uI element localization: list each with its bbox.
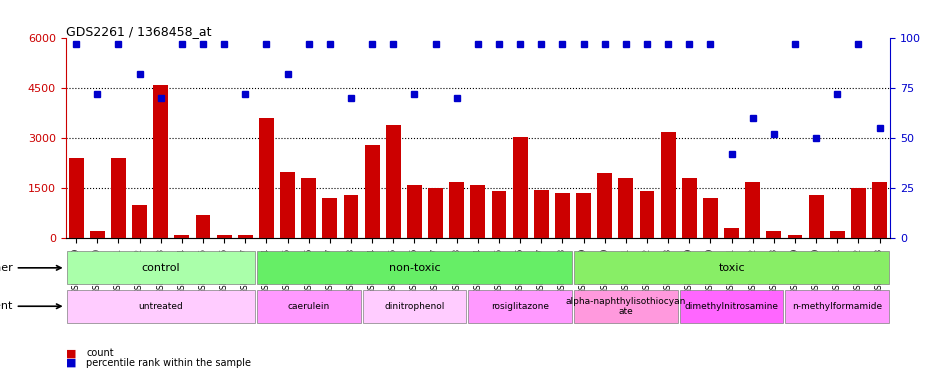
Bar — [576, 193, 591, 238]
Text: percentile rank within the sample: percentile rank within the sample — [86, 358, 251, 368]
Bar — [111, 158, 125, 238]
Bar — [787, 235, 801, 238]
Bar — [68, 158, 83, 238]
Text: toxic: toxic — [718, 263, 744, 273]
Bar — [808, 195, 823, 238]
Bar — [362, 290, 466, 323]
Bar — [90, 232, 105, 238]
Bar — [196, 215, 211, 238]
Text: other: other — [0, 263, 61, 273]
Bar — [344, 195, 358, 238]
Bar — [639, 192, 653, 238]
Bar — [784, 290, 888, 323]
Bar — [574, 290, 677, 323]
Text: non-toxic: non-toxic — [388, 263, 440, 273]
Bar — [66, 252, 255, 284]
Bar — [871, 182, 886, 238]
Text: alpha-naphthylisothiocyan
ate: alpha-naphthylisothiocyan ate — [565, 296, 685, 316]
Text: dimethylnitrosamine: dimethylnitrosamine — [684, 302, 778, 311]
Bar — [238, 235, 253, 238]
Bar — [386, 125, 401, 238]
Bar — [322, 198, 337, 238]
Bar — [280, 172, 295, 238]
Text: ■: ■ — [66, 358, 76, 368]
Bar — [534, 190, 548, 238]
Text: ■: ■ — [66, 348, 76, 358]
Bar — [132, 205, 147, 238]
Bar — [702, 198, 717, 238]
Bar — [679, 290, 782, 323]
Text: untreated: untreated — [139, 302, 183, 311]
Bar — [174, 235, 189, 238]
Bar — [66, 290, 255, 323]
Bar — [554, 193, 569, 238]
Text: dinitrophenol: dinitrophenol — [384, 302, 445, 311]
Bar — [301, 178, 315, 238]
Bar — [428, 188, 443, 238]
Bar — [574, 252, 888, 284]
Bar — [449, 182, 463, 238]
Bar — [681, 178, 696, 238]
Text: count: count — [86, 348, 113, 358]
Text: n-methylformamide: n-methylformamide — [791, 302, 882, 311]
Bar — [256, 290, 360, 323]
Bar — [724, 228, 739, 238]
Bar — [766, 232, 781, 238]
Bar — [850, 188, 865, 238]
Text: caerulein: caerulein — [287, 302, 329, 311]
Bar — [258, 118, 273, 238]
Bar — [829, 232, 843, 238]
Bar — [256, 252, 571, 284]
Bar — [660, 132, 675, 238]
Bar — [470, 185, 485, 238]
Bar — [216, 235, 231, 238]
Bar — [744, 182, 759, 238]
Bar — [364, 145, 379, 238]
Bar — [154, 85, 168, 238]
Text: rosiglitazone: rosiglitazone — [490, 302, 548, 311]
Bar — [491, 192, 505, 238]
Bar — [512, 137, 527, 238]
Bar — [406, 185, 421, 238]
Text: control: control — [141, 263, 180, 273]
Text: GDS2261 / 1368458_at: GDS2261 / 1368458_at — [66, 25, 211, 38]
Bar — [468, 290, 571, 323]
Text: agent: agent — [0, 301, 61, 311]
Bar — [596, 173, 611, 238]
Bar — [618, 178, 633, 238]
